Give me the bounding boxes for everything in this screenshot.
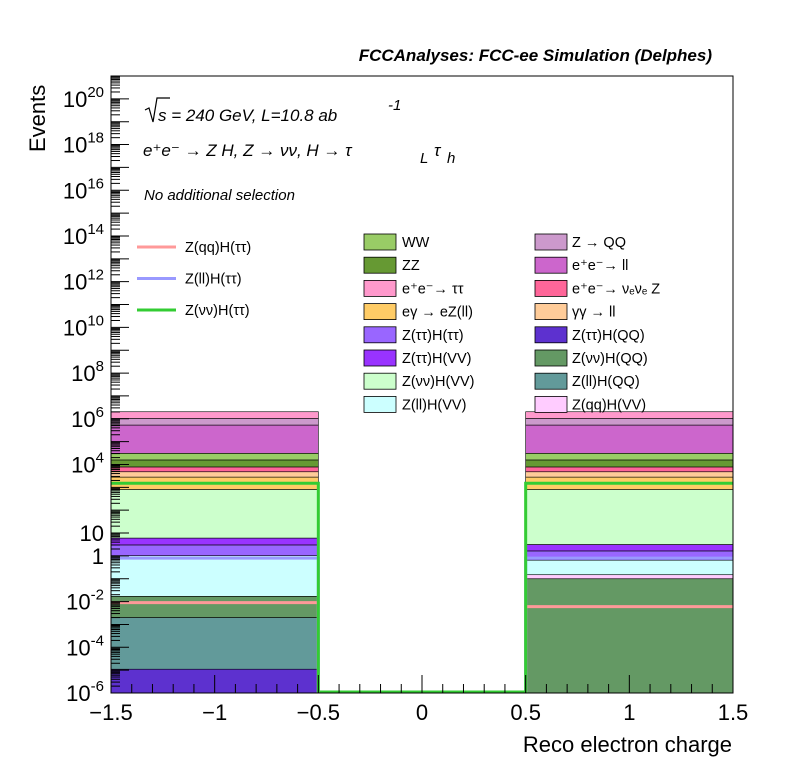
legend-label-z-qq-h-vv: Z(qq)H(VV) xyxy=(572,397,646,413)
x-tick-label: 1 xyxy=(623,700,635,725)
bar-zz-bin2 xyxy=(525,459,734,468)
legend-signals: Z(qq)H(ττ) Z(ll)H(ττ) Z(νν)H(ττ) xyxy=(137,240,251,319)
bar-z-h-vv-bin0 xyxy=(110,537,319,546)
y-tick-label: 1 xyxy=(92,544,104,569)
legend-swatch-e-e-e-e-z xyxy=(534,279,568,297)
legend-label-e-e: e⁺e⁻→ ττ xyxy=(402,281,464,297)
legend-label-z-ll-h-vv: Z(ll)H(VV) xyxy=(402,397,466,413)
bar-ww-bin0 xyxy=(110,453,319,461)
y-tick-label: 1010 xyxy=(63,312,104,340)
legend-label-z-h-vv: Z(ττ)H(VV) xyxy=(402,351,471,367)
bar-e-e-e-e-z-bin0 xyxy=(110,466,319,473)
y-tick-label: 1016 xyxy=(63,175,104,203)
svg-text:e⁺e⁻ → Z H, Z → νν, H → τ: e⁺e⁻ → Z H, Z → νν, H → τ xyxy=(143,141,353,160)
bar-z-h-qq-bin2 xyxy=(525,578,734,694)
y-tick-label: 1012 xyxy=(63,267,104,295)
bar-e-e-e-e-z-bin2 xyxy=(525,466,734,473)
y-tick-label: 10 xyxy=(80,521,104,546)
bar-z-h-bin0 xyxy=(110,544,319,557)
legend-swatch-z-qq xyxy=(534,233,568,251)
y-tick-label: 108 xyxy=(71,358,104,386)
annotation-energy-lumi: s = 240 GeV, L=10.8 ab -1 xyxy=(144,97,401,125)
svg-text:τ: τ xyxy=(434,141,442,160)
legend-label-z-h-vv: Z(νν)H(VV) xyxy=(402,374,475,390)
svg-text:h: h xyxy=(447,150,455,167)
legend-label-ll: γγ → ll xyxy=(572,305,616,321)
svg-text:-1: -1 xyxy=(388,97,401,114)
annotation-process: e⁺e⁻ → Z H, Z → νν, H → τ L τ h xyxy=(143,141,455,167)
bar-z-qq-h-vv-bin2 xyxy=(525,574,734,580)
legend-label-z-h-qq: Z(νν)H(QQ) xyxy=(572,351,648,367)
bar-z-ll-h-vv-bin2 xyxy=(525,559,734,576)
chart-header: FCCAnalyses: FCC-ee Simulation (Delphes) xyxy=(359,46,713,65)
legend-swatch-z-h-qq xyxy=(534,326,568,344)
legend-swatch-z-h-vv xyxy=(363,349,397,367)
bar-z-ll-h-vv-bin0 xyxy=(110,555,319,597)
legend-label-z-ll-h: Z(ll)H(ττ) xyxy=(185,272,242,288)
y-tick-label: 10-2 xyxy=(66,587,104,615)
bar-z-qq-bin2 xyxy=(525,418,734,426)
legend-swatch-ww xyxy=(363,233,397,251)
legend-label-e-e-e-e-z: e⁺e⁻→ νₑνₑ Z xyxy=(572,281,660,297)
legend-swatch-z-h-qq xyxy=(534,349,568,367)
legend-swatch-zz xyxy=(363,256,397,274)
legend-label-z-h: Z(νν)H(ττ) xyxy=(185,303,250,319)
bar-z-ll-h-qq-bin0 xyxy=(110,617,319,670)
svg-text:L: L xyxy=(420,150,428,167)
legend-label-z-h: Z(ττ)H(ττ) xyxy=(402,328,464,344)
legend-swatch-e-ez-ll xyxy=(363,303,397,321)
legend-swatch-e-e-ll xyxy=(534,256,568,274)
x-tick-label: 0.5 xyxy=(510,700,541,725)
stack-bars xyxy=(110,411,734,694)
y-tick-label: 1018 xyxy=(63,130,104,158)
y-axis-title: Events xyxy=(25,85,50,152)
bar-zz-bin0 xyxy=(110,459,319,468)
bar-z-qq-bin0 xyxy=(110,418,319,426)
bar-ww-bin2 xyxy=(525,453,734,461)
y-tick-label: 10-4 xyxy=(66,632,104,660)
y-tick-label: 1020 xyxy=(63,84,104,112)
y-tick-label: 1014 xyxy=(63,221,104,249)
legend-swatch-ll xyxy=(534,303,568,321)
x-tick-label: 1.5 xyxy=(718,700,749,725)
svg-text:s = 240 GeV, L=10.8 ab: s = 240 GeV, L=10.8 ab xyxy=(158,106,337,125)
annotation-selection: No additional selection xyxy=(144,187,295,204)
bar-e-e-ll-bin2 xyxy=(525,424,734,454)
legend-label-e-ez-ll: eγ → eZ(ll) xyxy=(402,305,473,321)
y-tick-label: 104 xyxy=(71,449,104,477)
y-tick-label: 106 xyxy=(71,404,104,432)
axis-ticks xyxy=(110,76,734,694)
bar-e-e-ll-bin0 xyxy=(110,424,319,454)
legend-label-e-e-ll: e⁺e⁻→ ll xyxy=(572,258,628,274)
legend-label-z-ll-h-qq: Z(ll)H(QQ) xyxy=(572,374,640,390)
x-tick-label: −0.5 xyxy=(297,700,340,725)
bar-ll-bin2 xyxy=(525,471,734,478)
legend-backgrounds: WW ZZ e⁺e⁻→ ττ eγ → eZ(ll) Z(ττ)H(ττ) Z(ττ)H(… xyxy=(363,233,660,413)
legend-label-ww: WW xyxy=(402,235,430,251)
legend-label-z-h-qq: Z(ττ)H(QQ) xyxy=(572,328,645,344)
bar-z-h-vv-bin2 xyxy=(525,489,734,545)
legend-swatch-z-ll-h-vv xyxy=(363,395,397,413)
x-tick-label: 0 xyxy=(416,700,428,725)
y-tick-label: 10-6 xyxy=(66,678,104,706)
legend-swatch-z-ll-h-qq xyxy=(534,372,568,390)
bar-z-h-vv-bin0 xyxy=(110,489,319,539)
tick-labels: −1.5 −1 −0.5 0 0.5 1 1.5 1 10-6 10-4 10-2 10 104 106 1… xyxy=(63,84,748,725)
x-axis-title: Reco electron charge xyxy=(523,732,732,757)
legend-label-z-qq-h: Z(qq)H(ττ) xyxy=(185,240,251,256)
legend-swatch-z-h-vv xyxy=(363,372,397,390)
bar-ll-bin0 xyxy=(110,471,319,478)
legend-swatch-z-qq-h-vv xyxy=(534,395,568,413)
x-tick-label: −1.5 xyxy=(89,700,132,725)
legend-label-z-qq: Z → QQ xyxy=(572,235,626,251)
bar-z-h-qq-bin0 xyxy=(110,596,319,618)
legend-label-zz: ZZ xyxy=(402,258,420,274)
legend-swatch-z-h xyxy=(363,326,397,344)
bar-e-e-bin0 xyxy=(110,411,319,419)
sqrt-symbol-icon xyxy=(144,97,170,123)
x-tick-label: −1 xyxy=(202,700,227,725)
legend-swatch-e-e xyxy=(363,279,397,297)
bar-z-h-vv-bin2 xyxy=(525,544,734,552)
